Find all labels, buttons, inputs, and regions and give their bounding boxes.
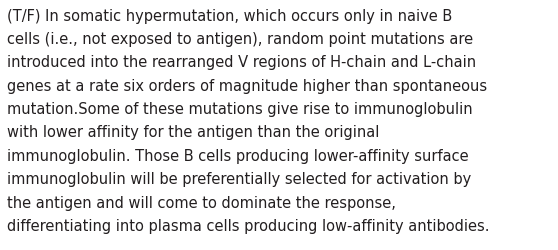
Text: the antigen and will come to dominate the response,: the antigen and will come to dominate th… xyxy=(7,195,396,210)
Text: genes at a rate six orders of magnitude higher than spontaneous: genes at a rate six orders of magnitude … xyxy=(7,78,487,94)
Text: introduced into the rearranged V regions of H-chain and L-chain: introduced into the rearranged V regions… xyxy=(7,55,476,70)
Text: (T/F) In somatic hypermutation, which occurs only in naive B: (T/F) In somatic hypermutation, which oc… xyxy=(7,9,452,24)
Text: immunoglobulin. Those B cells producing lower-affinity surface: immunoglobulin. Those B cells producing … xyxy=(7,148,468,163)
Text: differentiating into plasma cells producing low-affinity antibodies.: differentiating into plasma cells produc… xyxy=(7,218,489,233)
Text: cells (i.e., not exposed to antigen), random point mutations are: cells (i.e., not exposed to antigen), ra… xyxy=(7,32,473,47)
Text: mutation.Some of these mutations give rise to immunoglobulin: mutation.Some of these mutations give ri… xyxy=(7,102,472,117)
Text: immunoglobulin will be preferentially selected for activation by: immunoglobulin will be preferentially se… xyxy=(7,172,471,186)
Text: with lower affinity for the antigen than the original: with lower affinity for the antigen than… xyxy=(7,125,379,140)
